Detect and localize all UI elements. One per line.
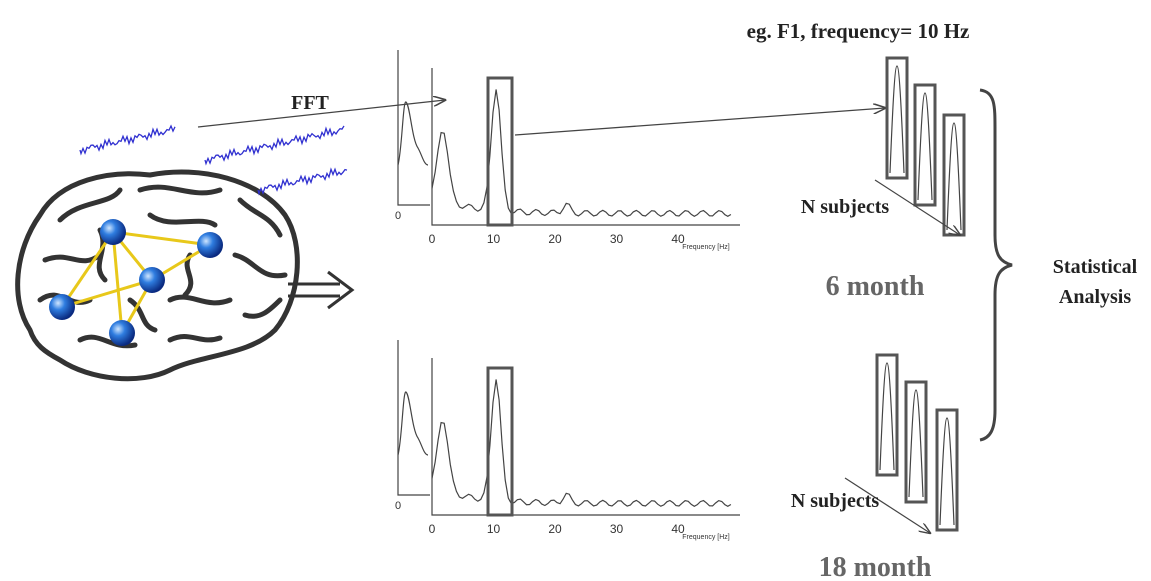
double-arrow xyxy=(288,270,355,310)
inset-curve xyxy=(397,101,429,166)
x-tick-label: 20 xyxy=(548,232,562,246)
x-tick-label: 0 xyxy=(429,522,436,536)
subject-box xyxy=(913,83,937,207)
brace xyxy=(979,88,1013,442)
subject-box xyxy=(904,380,928,504)
peak-box xyxy=(486,76,514,227)
arrow xyxy=(514,108,885,136)
analysis-line: Statistical xyxy=(1053,256,1138,278)
inset-axes xyxy=(397,50,430,206)
subject-peak xyxy=(908,389,924,498)
spectrum xyxy=(431,379,732,507)
subjects-arrow xyxy=(844,477,930,533)
connections xyxy=(60,230,211,334)
subject-box xyxy=(885,56,909,180)
axes xyxy=(431,68,740,226)
x-tick-label: 30 xyxy=(610,522,624,536)
subject-box xyxy=(875,353,899,477)
eeg-wave xyxy=(257,167,348,196)
x-axis-label: Frequency [Hz] xyxy=(682,534,730,541)
x-tick-label: 40 xyxy=(671,522,685,536)
x-tick-label: 30 xyxy=(610,232,624,246)
inset-curve xyxy=(397,391,429,456)
subject-peak xyxy=(889,65,905,174)
eeg-wave xyxy=(204,125,345,166)
subjects-label: N subjects xyxy=(801,196,890,218)
period-label: 18 month xyxy=(819,552,932,581)
inset-zero: 0 xyxy=(395,210,401,222)
spectrum xyxy=(431,89,732,217)
inset-zero: 0 xyxy=(395,500,401,512)
subject-box xyxy=(935,408,959,532)
subject-peak xyxy=(879,362,895,471)
brain xyxy=(15,169,300,382)
subject-peak xyxy=(946,122,962,231)
eeg-waves xyxy=(79,124,348,196)
subject-peak xyxy=(939,417,955,526)
x-tick-label: 20 xyxy=(548,522,562,536)
axes xyxy=(431,358,740,516)
x-axis-label: Frequency [Hz] xyxy=(682,244,730,251)
nodes xyxy=(49,219,223,346)
period-label: 6 month xyxy=(826,271,925,302)
arrow xyxy=(197,100,445,128)
subjects-label: N subjects xyxy=(791,490,880,512)
fft-label: FFT xyxy=(291,92,329,114)
x-tick-label: 10 xyxy=(487,232,501,246)
x-tick-label: 40 xyxy=(671,232,685,246)
eeg-wave xyxy=(79,124,176,156)
x-tick-label: 0 xyxy=(429,232,436,246)
x-tick-label: 10 xyxy=(487,522,501,536)
subject-peak xyxy=(917,92,933,201)
peak-box xyxy=(486,366,514,517)
inset-axes xyxy=(397,340,430,496)
analysis-line: Analysis xyxy=(1059,286,1131,308)
subjects-arrow xyxy=(874,179,960,235)
title: eg. F1, frequency= 10 Hz xyxy=(747,19,970,43)
